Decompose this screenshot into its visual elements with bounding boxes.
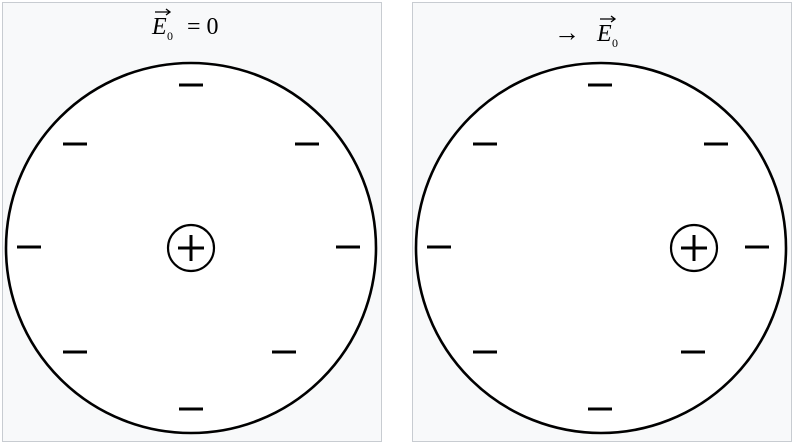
vector-subscript: 0 [167, 29, 173, 43]
nucleus [166, 223, 216, 273]
equals-zero: = 0 [187, 14, 219, 40]
field-label: E 0 = 0 [151, 8, 219, 43]
vector-subscript: 0 [612, 36, 618, 50]
vector-arrow-icon [600, 15, 617, 23]
atom-diagram-no-field: E 0 = 0 [2, 2, 382, 442]
field-direction-arrow-icon: → [554, 18, 580, 47]
electron-cloud-circle [414, 61, 788, 435]
panel-applied-field: → E 0 [406, 0, 794, 444]
field-label: → E 0 [554, 15, 618, 50]
nucleus [669, 223, 719, 273]
vector-arrow-icon [155, 8, 172, 16]
vector-symbol: E [596, 21, 612, 47]
panel-no-field: E 0 = 0 [0, 0, 386, 444]
atom-diagram-applied-field: → E 0 [412, 2, 792, 442]
vector-symbol: E [151, 14, 167, 40]
